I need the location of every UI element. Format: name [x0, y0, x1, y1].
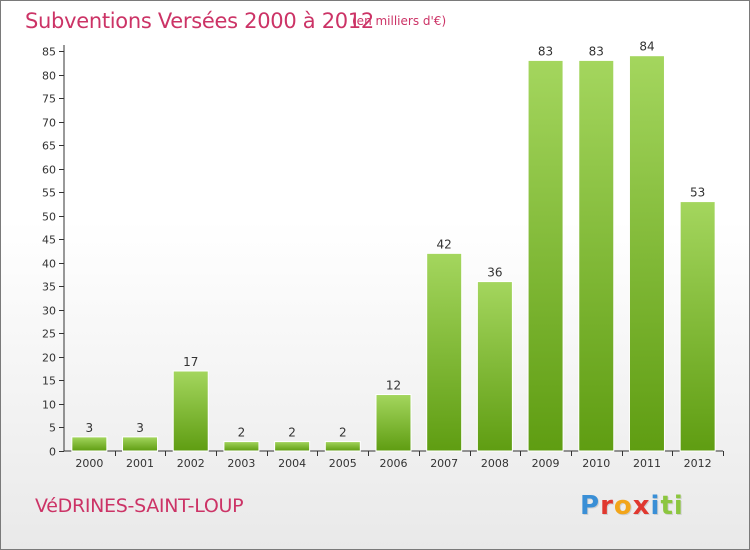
value-label-2006: 12	[386, 379, 401, 393]
bar-2012	[679, 201, 716, 452]
unit-note: (en milliers d'€)	[352, 14, 447, 28]
x-tick-label: 2011	[633, 457, 661, 470]
y-tick-label: 30	[42, 305, 56, 318]
x-tick-label: 2003	[227, 457, 255, 470]
value-label-2003: 2	[238, 426, 246, 440]
y-tick-label: 25	[42, 328, 56, 341]
value-label-2004: 2	[288, 426, 296, 440]
logo-letter: x	[632, 491, 651, 521]
bar-2011	[628, 55, 665, 452]
value-label-2008: 36	[487, 266, 502, 280]
bar-2008	[476, 281, 513, 452]
y-tick-label: 45	[42, 234, 56, 247]
y-tick-label: 35	[42, 281, 56, 294]
bar-2000	[71, 436, 108, 452]
y-tick-label: 55	[42, 187, 56, 200]
y-axis: 0 5 10 15 20 25 30 35 40 45 50 55 60 65 70 75 80 85	[42, 45, 65, 459]
logo-letter: P	[580, 491, 601, 521]
y-tick-label: 65	[42, 140, 56, 153]
x-tick-label: 2006	[380, 457, 408, 470]
x-axis: 2000 2001 2002 2003 2004 2005 2006 2007 2008 2009…	[64, 450, 724, 470]
y-tick-label: 15	[42, 375, 56, 388]
y-tick-label: 40	[42, 258, 56, 271]
bar-2002	[172, 370, 209, 452]
bar-2003	[223, 441, 260, 452]
x-tick-label: 2005	[329, 457, 357, 470]
y-tick-label: 10	[42, 399, 56, 412]
x-tick-label: 2004	[278, 457, 306, 470]
x-tick-label: 2009	[532, 457, 560, 470]
bar-2005	[324, 441, 361, 452]
bar-2006	[375, 394, 412, 452]
x-tick-label: 2012	[684, 457, 712, 470]
logo-letter: o	[613, 491, 633, 521]
value-label-2005: 2	[339, 426, 347, 440]
y-tick-label: 85	[42, 46, 56, 59]
y-tick-label: 75	[42, 93, 56, 106]
value-label-2010: 83	[589, 44, 604, 58]
bar-2004	[274, 441, 311, 452]
bar-2010	[578, 59, 615, 452]
x-tick-label: 2007	[430, 457, 458, 470]
value-labels: 3 3 17 2 2 2 12 42 36 83 83 84 53	[86, 40, 706, 440]
value-label-2011: 84	[639, 40, 654, 54]
y-tick-label: 50	[42, 211, 56, 224]
x-tick-label: 2008	[481, 457, 509, 470]
value-label-2001: 3	[136, 421, 144, 435]
x-tick-label: 2001	[126, 457, 154, 470]
x-tick-label: 2000	[75, 457, 103, 470]
value-label-2000: 3	[86, 421, 94, 435]
x-tick-label: 2002	[177, 457, 205, 470]
y-tick-label: 5	[49, 422, 56, 435]
bar-2009	[527, 59, 564, 452]
commune-name: VéDRINES-SAINT-LOUP	[35, 495, 244, 517]
logo-letter: i	[673, 491, 684, 521]
y-tick-label: 80	[42, 70, 56, 83]
chart-title: Subventions Versées 2000 à 2012	[25, 9, 374, 33]
logo-letter: i	[650, 491, 661, 521]
bar-2001	[122, 436, 159, 452]
y-tick-label: 20	[42, 352, 56, 365]
y-tick-label: 0	[49, 446, 56, 459]
y-tick-label: 70	[42, 117, 56, 130]
value-label-2012: 53	[690, 186, 705, 200]
bars	[71, 55, 716, 452]
value-label-2002: 17	[183, 355, 198, 369]
logo-letter: r	[600, 491, 614, 521]
bar-2007	[426, 252, 463, 452]
value-label-2009: 83	[538, 44, 553, 58]
y-tick-label: 60	[42, 164, 56, 177]
proxiti-logo: Proxiti	[580, 491, 684, 521]
logo-letter: t	[660, 491, 674, 521]
x-tick-label: 2010	[582, 457, 610, 470]
value-label-2007: 42	[437, 237, 452, 251]
